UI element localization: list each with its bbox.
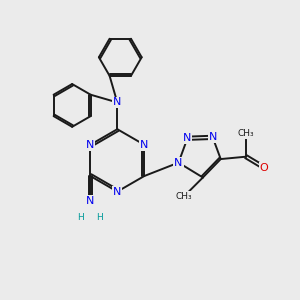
Text: N: N (140, 140, 148, 150)
Text: N: N (183, 133, 191, 143)
Text: CH₃: CH₃ (176, 192, 192, 201)
Text: N: N (86, 196, 94, 206)
Text: N: N (86, 140, 94, 150)
Text: H: H (77, 213, 84, 222)
Text: N: N (209, 132, 218, 142)
Text: CH₃: CH₃ (238, 129, 254, 138)
Text: N: N (174, 158, 183, 168)
Text: H: H (96, 213, 103, 222)
Text: N: N (113, 187, 122, 196)
Text: O: O (260, 163, 268, 173)
Text: N: N (113, 98, 122, 107)
